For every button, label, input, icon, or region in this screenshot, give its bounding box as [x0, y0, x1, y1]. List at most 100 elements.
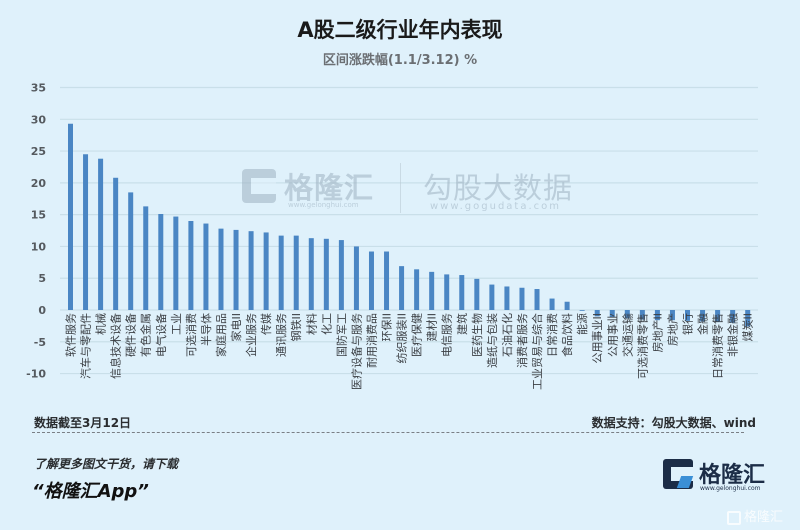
x-category-label: 电信服务 — [441, 313, 454, 357]
brand-url: www.gelonghui.com — [700, 485, 761, 492]
bar — [128, 192, 134, 310]
bar — [745, 310, 751, 327]
x-axis-labels: 软件服务 汽车与零配件 机械 信息技术设备 硬件设备 有色金属 电气设备 工业 可选消费 半导体家… — [64, 313, 755, 390]
x-category-label: 电气设备 — [154, 313, 168, 357]
y-tick-label: 35 — [31, 82, 46, 95]
bar — [113, 177, 119, 310]
bar — [534, 289, 540, 310]
watermark-brand2-url: www.gogudata.com — [430, 201, 562, 212]
bar — [384, 251, 390, 310]
data-source-note: 数据支持：勾股大数据、wind — [591, 416, 756, 430]
x-category-label: 软件服务 — [64, 313, 78, 357]
bar — [248, 231, 254, 310]
x-category-label: 建材II — [425, 313, 439, 342]
bar — [685, 310, 691, 321]
x-category-label: 房地产 — [665, 313, 679, 346]
x-category-label: 食品饮料 — [560, 313, 574, 357]
bar — [624, 310, 630, 319]
bar — [293, 235, 299, 310]
y-axis-ticks: 35 30 25 20 15 10 5 0 -5 -10 — [26, 82, 46, 381]
bar — [609, 310, 615, 317]
corner-logo-icon — [727, 510, 741, 525]
bar — [564, 301, 570, 310]
x-category-label: 金融 — [696, 313, 710, 335]
y-tick-label: 0 — [38, 304, 46, 317]
x-category-label: 公用事业II — [591, 313, 604, 364]
x-category-label: 家庭用品 — [214, 313, 228, 357]
x-category-label: 工业 — [170, 313, 183, 335]
x-category-label: 医疗设备与服务 — [349, 313, 363, 390]
x-category-label: 纺织服装II — [395, 313, 409, 364]
x-category-label: 钢铁II — [290, 313, 303, 342]
gelonghui-logo-icon — [242, 169, 276, 203]
x-category-label: 化工 — [319, 313, 333, 335]
bar — [278, 235, 284, 310]
bar — [429, 271, 435, 310]
corner-watermark-text: 格隆汇 — [744, 510, 784, 525]
x-category-label: 企业服务 — [244, 313, 258, 357]
x-category-label: 医药生物 — [470, 313, 484, 357]
bar-chart: 35 30 25 20 15 10 5 0 -5 -10 软件服务 汽车与零配件 机械 信息技术设备 硬件… — [26, 82, 758, 390]
promo-text: 了解更多图文干货，请下载 — [34, 457, 179, 471]
watermark-brand1: 格隆汇 — [284, 171, 375, 205]
bar — [233, 229, 239, 310]
x-category-label: 建筑 — [455, 313, 469, 335]
bar — [218, 228, 224, 310]
x-category-label: 非银金融 — [726, 313, 740, 357]
x-category-label: 有色金属 — [139, 313, 153, 357]
bar — [700, 310, 706, 322]
brand-name: 格隆汇 — [699, 463, 766, 488]
x-category-label: 汽车与零配件 — [79, 313, 93, 379]
y-tick-label: -10 — [26, 368, 46, 381]
bar — [173, 216, 179, 310]
bar — [639, 310, 645, 320]
bar — [459, 275, 465, 310]
y-tick-label: 15 — [31, 209, 46, 222]
bar — [308, 238, 314, 310]
footer-divider — [32, 432, 744, 433]
x-category-label: 环保II — [380, 313, 394, 342]
y-tick-label: 25 — [31, 145, 46, 158]
bar — [654, 310, 660, 321]
bar — [399, 266, 405, 310]
bar — [143, 206, 149, 310]
chart-subtitle: 区间涨跌幅(1.1/3.12) % — [322, 53, 478, 68]
x-category-label: 交通运输 — [620, 313, 634, 357]
x-category-label: 机械 — [94, 313, 108, 335]
x-category-label: 工业贸易与综合 — [530, 313, 544, 390]
x-category-label: 通讯服务 — [275, 313, 288, 357]
x-category-label: 耐用消费品 — [364, 313, 378, 368]
x-category-label: 银行 — [681, 313, 695, 335]
bar — [730, 310, 736, 323]
bar — [715, 310, 721, 323]
bar — [474, 278, 480, 310]
bar — [323, 238, 329, 310]
x-category-label: 家电II — [229, 313, 243, 342]
bar — [188, 221, 194, 310]
x-category-label: 材料 — [304, 313, 318, 335]
x-category-label: 煤炭II — [742, 313, 755, 342]
watermark-divider — [400, 163, 401, 213]
y-tick-label: 30 — [31, 113, 47, 126]
bar — [579, 310, 585, 311]
corner-watermark: 格隆汇 — [727, 506, 783, 525]
bar — [519, 287, 525, 310]
bar — [414, 269, 420, 310]
bar — [338, 240, 344, 310]
x-category-label: 造纸与包装 — [485, 313, 499, 368]
x-category-label: 消费者服务 — [515, 313, 529, 368]
x-category-label: 国防军工 — [334, 313, 348, 357]
bar — [158, 214, 164, 310]
bar — [203, 223, 209, 310]
x-category-label: 信息技术设备 — [109, 313, 123, 379]
y-tick-label: 5 — [38, 272, 46, 285]
x-category-label: 公用事业 — [606, 313, 619, 357]
bar — [504, 286, 510, 310]
x-category-label: 半导体 — [199, 313, 213, 346]
x-category-label: 医疗保健 — [410, 313, 424, 357]
bar — [549, 298, 555, 310]
y-tick-label: 20 — [31, 177, 47, 190]
x-category-label: 日常消费零售 — [711, 313, 725, 379]
brand-logo: 格隆汇 www.gelonghui.com — [663, 457, 783, 497]
bar — [353, 246, 359, 310]
